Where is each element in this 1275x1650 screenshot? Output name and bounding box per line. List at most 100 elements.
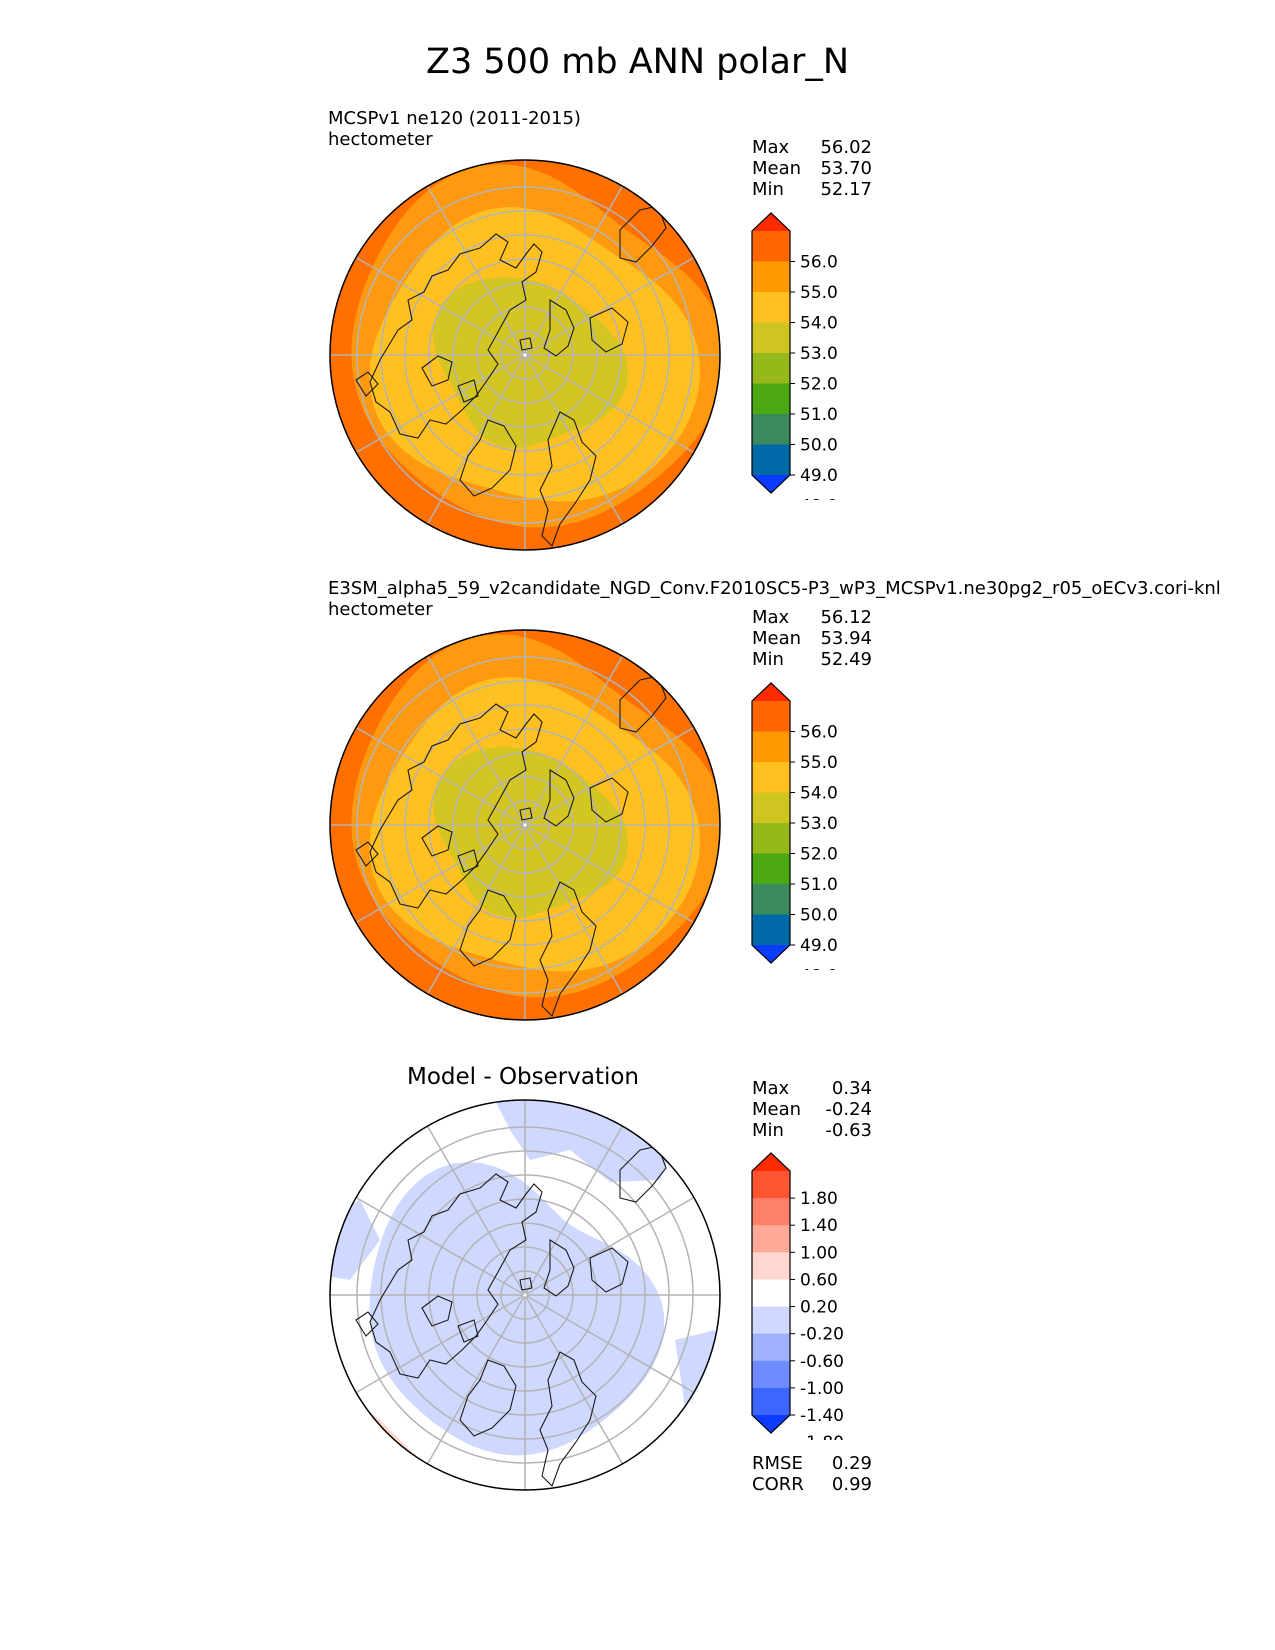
colorbar-segment xyxy=(752,1333,790,1362)
coastline xyxy=(539,881,597,1017)
colorbar-tick-label: 55.0 xyxy=(800,753,838,773)
coastline xyxy=(355,1311,379,1337)
colorbar-tick-label: -1.80 xyxy=(800,1433,844,1440)
colorbar-segment xyxy=(752,1306,790,1335)
colorbar-segment xyxy=(752,1387,790,1416)
coastline xyxy=(421,825,453,857)
colorbar-tick-label: 51.0 xyxy=(800,405,838,425)
colorbar-tick-label: 0.60 xyxy=(800,1270,838,1290)
colorbar-tick-label: 1.00 xyxy=(800,1243,838,1263)
coastline xyxy=(589,307,629,353)
stat-value: -0.63 xyxy=(825,1120,872,1141)
colorbar-segment xyxy=(752,322,790,354)
colorbar-segment xyxy=(752,383,790,415)
stat-label: Mean xyxy=(752,158,802,179)
coastline xyxy=(519,1277,533,1291)
colorbar-segment xyxy=(752,884,790,915)
colorbar-model: 56.0 55.0 54.0 53.0 52.0 51.0 50.0 49.0 48.0 xyxy=(751,212,838,501)
colorbar-segment xyxy=(752,231,790,262)
coastline xyxy=(459,889,517,967)
coastline xyxy=(519,337,533,351)
colorbar-segment xyxy=(752,353,790,384)
colorbar-extend-top xyxy=(752,1153,790,1171)
coastline xyxy=(459,419,517,497)
coastline xyxy=(369,233,543,439)
panel-2-stats: Max 56.12 Mean 53.94 Min 52.49 xyxy=(752,607,872,673)
coastline xyxy=(457,379,479,403)
coastline xyxy=(543,769,575,827)
polar-map-model xyxy=(320,150,730,560)
panel-1-stats: Max 56.02 Mean 53.70 Min 52.17 xyxy=(752,137,872,203)
map-border xyxy=(329,629,721,1021)
coastline xyxy=(539,1351,597,1487)
panel-2-units: hectometer xyxy=(328,599,433,620)
colorbar-difference: 1.80 1.40 1.00 0.60 0.20 -0.20 -0.60 -1.00 -1.40… xyxy=(751,1152,844,1440)
map-border xyxy=(329,159,721,551)
stat-value: 52.49 xyxy=(820,649,872,670)
colorbar-tick-label: 1.80 xyxy=(800,1189,838,1209)
colorbar-tick-label: -1.40 xyxy=(800,1406,844,1426)
coastline xyxy=(589,777,629,823)
colorbar-segment xyxy=(752,261,790,293)
stat-label: Min xyxy=(752,179,784,200)
metric-label: RMSE xyxy=(752,1453,803,1474)
colorbar-segment xyxy=(752,444,790,476)
colorbar-segment xyxy=(752,731,790,763)
colorbar-tick-label: 50.0 xyxy=(800,436,838,456)
colorbar-segment xyxy=(752,1252,790,1280)
colorbar-tick-label: 56.0 xyxy=(800,253,838,273)
stat-label: Mean xyxy=(752,628,802,649)
colorbar-tick-label: 50.0 xyxy=(800,906,838,926)
colorbar-segment xyxy=(752,292,790,323)
metric-value: 0.99 xyxy=(831,1474,872,1495)
panel-2-subtitle: E3SM_alpha5_59_v2candidate_NGD_Conv.F201… xyxy=(328,578,1221,599)
colorbar-tick-label: -0.60 xyxy=(800,1352,844,1372)
colorbar-tick-label: 55.0 xyxy=(800,283,838,303)
coastlines xyxy=(355,1145,667,1487)
colorbar-tick-label: 54.0 xyxy=(800,784,838,804)
coastline xyxy=(543,299,575,357)
colorbar-tick-label: 52.0 xyxy=(800,375,838,395)
colorbar-tick-label: 48.0 xyxy=(800,967,838,971)
pole-marker xyxy=(523,353,527,357)
colorbar-extend-bottom xyxy=(752,475,790,493)
coastline xyxy=(543,1239,575,1297)
coastline xyxy=(369,703,543,909)
pole-marker xyxy=(523,1293,527,1297)
colorbar-tick-label: 48.0 xyxy=(800,497,838,501)
coastline xyxy=(619,675,667,733)
coastline xyxy=(355,371,379,397)
coastline xyxy=(421,1295,453,1327)
colorbar-segment xyxy=(752,1225,790,1253)
colorbar-tick-label: 53.0 xyxy=(800,344,838,364)
coastline xyxy=(539,411,597,547)
colorbar-reference: 56.0 55.0 54.0 53.0 52.0 51.0 50.0 49.0 48.0 xyxy=(751,682,838,971)
coastlines xyxy=(355,205,667,547)
metric-label: CORR xyxy=(752,1474,804,1495)
colorbar-tick-label: 49.0 xyxy=(800,936,838,956)
colorbar-segment xyxy=(752,1279,790,1308)
stat-value: 56.02 xyxy=(820,137,872,158)
polar-map-reference xyxy=(320,620,730,1030)
coastlines xyxy=(355,675,667,1017)
colorbar-segment xyxy=(752,853,790,885)
colorbar-extend-bottom xyxy=(752,1415,790,1433)
stat-value: 0.34 xyxy=(831,1078,872,1099)
colorbar-tick-label: -0.20 xyxy=(800,1325,844,1345)
coastline xyxy=(459,1359,517,1437)
colorbar-extend-top xyxy=(752,213,790,231)
polar-map-difference xyxy=(320,1090,730,1500)
coastline xyxy=(355,841,379,867)
stat-label: Min xyxy=(752,649,784,670)
colorbar-tick-label: 54.0 xyxy=(800,314,838,334)
coastline xyxy=(457,1319,479,1343)
colorbar-extend-bottom xyxy=(752,945,790,963)
stat-value: 52.17 xyxy=(820,179,872,200)
coastline xyxy=(519,807,533,821)
stat-value: 53.94 xyxy=(820,628,872,649)
stat-label: Max xyxy=(752,137,790,158)
figure-title: Z3 500 mb ANN polar_N xyxy=(425,42,850,82)
colorbar-tick-label: 1.40 xyxy=(800,1216,838,1236)
colorbar-tick-label: -1.00 xyxy=(800,1379,844,1399)
colorbar-segment xyxy=(752,762,790,793)
